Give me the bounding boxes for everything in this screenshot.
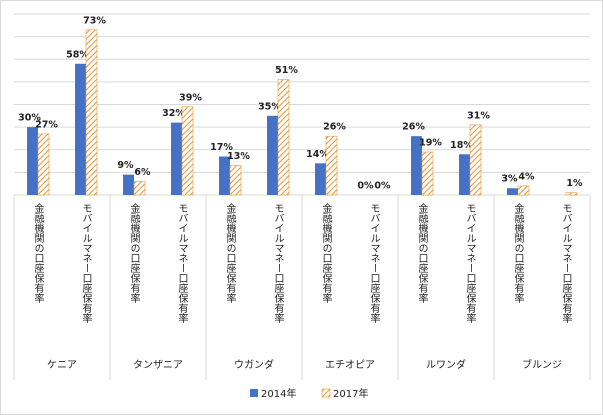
value-label: 31% [467,110,490,121]
bar [411,136,422,195]
bar [507,188,518,195]
legend-label: 2017年 [333,387,368,400]
value-label: 0% [357,181,374,192]
value-label: 19% [419,138,442,149]
legend-swatch [321,388,331,398]
bar [469,124,482,196]
value-label: 26% [323,122,346,133]
x-tick-label: モバイルマネー口座保有率 [176,203,188,324]
x-tick-label: 金融機関の口座保有率 [224,202,236,304]
bar [421,151,434,196]
x-tick-label: モバイルマネー口座保有率 [80,203,92,324]
value-label: 1% [566,178,583,189]
value-label: 14% [306,149,329,160]
value-label: 51% [275,65,298,76]
x-tick-label: モバイルマネー口座保有率 [272,203,284,324]
value-label: 73% [83,15,106,26]
bar [75,63,86,196]
legend-swatch [250,389,258,397]
value-label: 0% [374,181,391,192]
bar [171,122,182,195]
bar [565,192,578,196]
value-label: 39% [179,92,202,103]
x-tick-label: 金融機関の口座保有率 [512,202,524,304]
group-label: エチオピア [325,359,375,371]
bar [181,106,194,196]
group-label: ルワンダ [426,358,466,371]
value-label: 35% [258,101,281,112]
bar [517,185,530,196]
bar [229,165,242,196]
bar [267,115,278,195]
x-tick-label: 金融機関の口座保有率 [32,202,44,304]
value-label: 4% [518,171,535,182]
value-label: 18% [450,140,473,151]
x-tick-label: 金融機関の口座保有率 [128,202,140,304]
value-label: 13% [227,151,250,162]
group-label: タンザニア [133,359,183,371]
bar [133,181,146,196]
group-label: ブルンジ [522,358,562,371]
group-label: ウガンダ [234,358,274,371]
group-label: ケニア [47,359,77,371]
bar [27,127,38,195]
x-tick-label: 金融機関の口座保有率 [416,202,428,304]
x-tick-label: 金融機関の口座保有率 [320,202,332,304]
bar [325,135,338,196]
bar [315,163,326,195]
x-tick-label: モバイルマネー口座保有率 [464,203,476,324]
x-tick-label: モバイルマネー口座保有率 [368,203,380,324]
value-label: 9% [117,160,134,171]
value-label: 30% [18,113,41,124]
legend-label: 2014年 [261,387,296,400]
bar [459,154,470,195]
x-tick-label: モバイルマネー口座保有率 [560,203,572,324]
bar [219,156,230,195]
bar [123,174,134,195]
bar [37,133,50,196]
value-label: 26% [402,122,425,133]
value-label: 17% [210,142,233,153]
value-label: 3% [501,174,518,185]
value-label: 6% [134,167,151,178]
value-label: 58% [66,49,89,60]
value-label: 27% [35,119,58,130]
value-label: 32% [162,108,185,119]
bar [277,79,290,196]
bar [85,29,98,196]
